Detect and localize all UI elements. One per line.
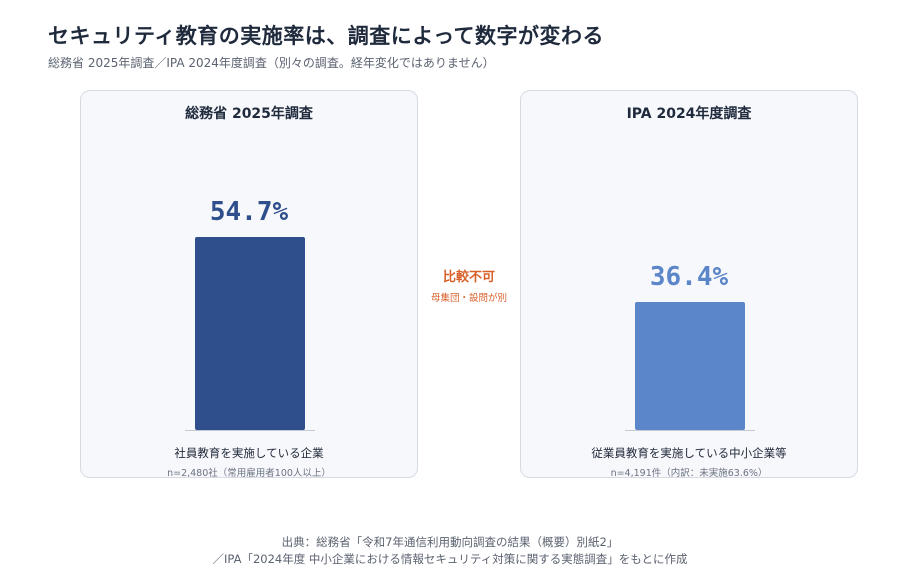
category-label-left: 社員教育を実施している企業 xyxy=(174,446,324,460)
sample-note-right: n=4,191件（内訳：未実施63.6%） xyxy=(610,468,768,479)
baseline-left xyxy=(185,430,315,431)
bar-right xyxy=(635,302,745,430)
sample-note-left: n=2,480社（常用雇用者100人以上） xyxy=(167,468,331,479)
panel-left: 総務省 2025年調査 54.7% 社員教育を実施している企業 n=2,480社… xyxy=(80,90,418,479)
source-line-1: 出典：総務省「令和7年通信利用動向調査の結果（概要）別紙2」 xyxy=(281,535,619,549)
comparison-note: 母集団・設問が別 xyxy=(430,293,507,304)
chart-title: セキュリティ教育の実施率は、調査によって数字が変わる xyxy=(48,24,605,48)
chart-subtitle: 総務省 2025年調査／IPA 2024年度調査（別々の調査。経年変化ではありま… xyxy=(48,56,495,70)
bar-left xyxy=(195,237,305,430)
comparison-label: 比較不可 xyxy=(442,270,495,285)
panel-right-title: IPA 2024年度調査 xyxy=(626,106,752,122)
value-label-left: 54.7% xyxy=(209,197,289,227)
panel-left-title: 総務省 2025年調査 xyxy=(185,106,313,122)
category-label-right: 従業員教育を実施している中小企業等 xyxy=(591,446,787,460)
panel-right: IPA 2024年度調査 36.4% 従業員教育を実施している中小企業等 n=4… xyxy=(520,90,858,479)
baseline-right xyxy=(625,430,755,431)
source-line-2: ／IPA「2024年度 中小企業における情報セキュリティ対策に関する実態調査」を… xyxy=(212,552,688,566)
value-label-right: 36.4% xyxy=(649,262,729,292)
source-note: 出典：総務省「令和7年通信利用動向調査の結果（概要）別紙2」 ／IPA「2024… xyxy=(0,534,900,568)
